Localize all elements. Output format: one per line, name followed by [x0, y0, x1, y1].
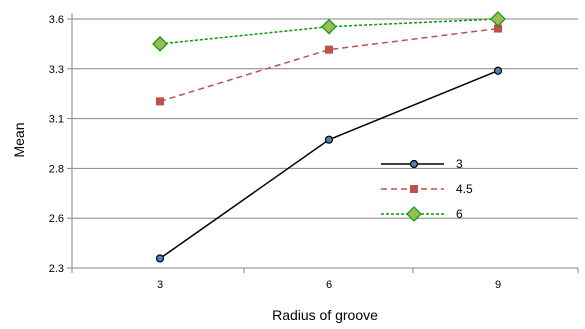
data-point — [406, 206, 422, 222]
y-tick-label: 2.3 — [49, 263, 64, 275]
data-point — [494, 24, 502, 33]
series-line — [159, 18, 499, 45]
legend-label: 3 — [456, 157, 463, 171]
data-point — [490, 11, 506, 27]
data-point — [409, 159, 419, 169]
data-point — [324, 135, 334, 144]
y-tick-label: 2.8 — [49, 163, 64, 175]
axes — [71, 13, 578, 269]
series-4-5 — [156, 24, 502, 106]
series-group — [152, 11, 506, 263]
data-point — [321, 18, 337, 35]
data-point — [156, 97, 164, 106]
data-point — [325, 45, 333, 54]
x-ticks: 3 6 9 — [71, 268, 579, 291]
series-6 — [152, 11, 506, 52]
legend: 34.56 — [381, 157, 473, 222]
y-ticks: 2.3 2.6 2.8 3.1 3.3 3.6 — [49, 14, 72, 275]
data-point — [152, 36, 168, 52]
x-axis-title: Radius of groove — [272, 307, 378, 323]
series-line — [159, 70, 499, 260]
y-tick-label: 3.6 — [49, 14, 64, 26]
series-3 — [155, 66, 503, 263]
x-tick-label: 3 — [157, 279, 163, 291]
legend-label: 4.5 — [456, 182, 473, 196]
y-tick-label: 3.1 — [49, 114, 64, 126]
legend-item: 4.5 — [381, 182, 473, 196]
data-point — [155, 254, 165, 263]
y-tick-label: 3.3 — [49, 64, 64, 76]
data-point — [493, 66, 503, 75]
x-tick-label: 9 — [495, 279, 501, 291]
data-point — [410, 185, 418, 193]
legend-label: 6 — [456, 207, 463, 221]
y-axis-title: Mean — [11, 122, 27, 157]
y-tick-label: 2.6 — [49, 213, 64, 225]
legend-item: 6 — [381, 206, 463, 222]
x-tick-label: 6 — [326, 279, 332, 291]
gridlines — [72, 18, 578, 219]
legend-item: 3 — [381, 157, 463, 171]
series-line — [159, 27, 499, 103]
